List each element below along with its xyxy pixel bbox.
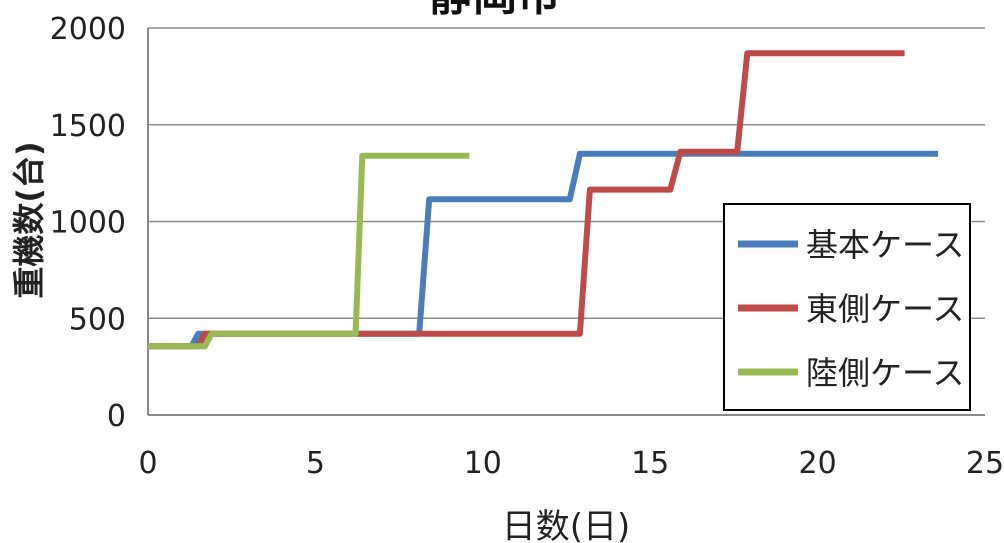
legend-label-2: 東側ケース	[806, 290, 964, 328]
x-tick-label: 10	[464, 446, 502, 481]
y-tick-label: 1500	[50, 109, 126, 144]
y-tick-label: 500	[69, 302, 126, 337]
legend-label-3: 陸側ケース	[806, 354, 964, 392]
x-axis-title: 日数(日)	[502, 507, 631, 543]
x-tick-label: 15	[631, 446, 669, 481]
x-tick-labels: 0 5 10 15 20 25	[138, 446, 1004, 481]
series-line-3	[148, 152, 470, 350]
series-layer	[148, 50, 939, 350]
x-tick-label: 0	[138, 446, 157, 481]
y-tick-label: 2000	[50, 12, 126, 47]
legend-label-1: 基本ケース	[806, 226, 964, 264]
x-tick-label: 5	[306, 446, 325, 481]
y-tick-labels: 0 500 1000 1500 2000	[50, 12, 126, 434]
chart-title: 静岡市	[429, 0, 561, 21]
series-line-2	[148, 50, 905, 350]
x-tick-label: 25	[966, 446, 1004, 481]
x-tick-label: 20	[799, 446, 837, 481]
y-tick-label: 1000	[50, 206, 126, 241]
y-tick-label: 0	[107, 399, 126, 434]
y-axis-title: 重機数(台)	[10, 141, 48, 298]
